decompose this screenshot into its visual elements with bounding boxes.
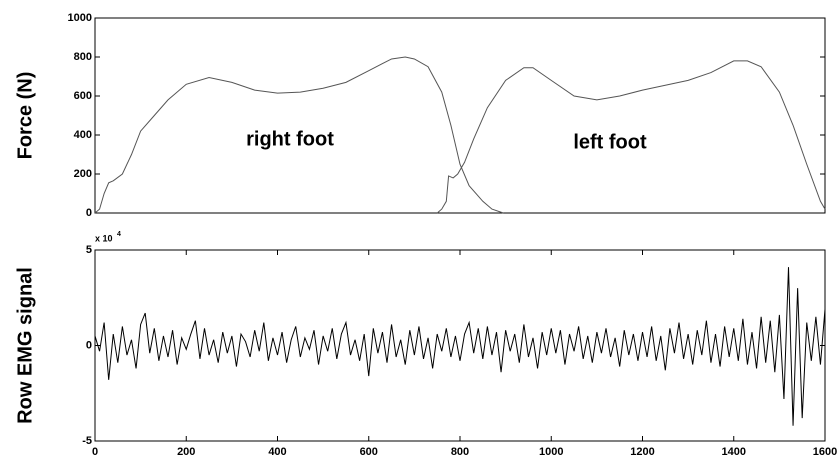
axis-scale: x 10	[95, 233, 113, 243]
x-tick-label: 600	[360, 446, 378, 458]
annotation: left foot	[573, 131, 647, 153]
y-tick-label: 600	[74, 90, 92, 102]
axis-scale-exponent: 4	[117, 231, 121, 238]
signal-line	[94, 267, 826, 426]
x-tick-label: 1200	[630, 446, 654, 458]
x-tick-label: 800	[451, 446, 469, 458]
plot-frame	[94, 249, 826, 442]
y-tick-label: 1000	[68, 12, 92, 24]
x-tick-label: 0	[92, 446, 98, 458]
y-tick-label: 5	[86, 244, 92, 256]
x-tick-label: 1000	[539, 446, 563, 458]
y-tick-label: 200	[74, 168, 92, 180]
plot-frame	[94, 17, 826, 214]
y-tick-label: -5	[82, 435, 92, 447]
x-tick-label: 1600	[813, 446, 837, 458]
signal-line	[436, 60, 826, 214]
x-tick-label: 1400	[722, 446, 746, 458]
y-tick-label: 800	[74, 51, 92, 63]
x-tick-label: 200	[177, 446, 195, 458]
x-tick-label: 400	[268, 446, 286, 458]
y-tick-label: 400	[74, 129, 92, 141]
y-axis-label: Force (N)	[14, 72, 36, 160]
y-axis-label: Row EMG signal	[14, 267, 36, 424]
y-tick-label: 0	[86, 339, 92, 351]
annotation: right foot	[246, 128, 334, 150]
signal-line	[94, 56, 504, 214]
y-tick-label: 0	[86, 207, 92, 219]
